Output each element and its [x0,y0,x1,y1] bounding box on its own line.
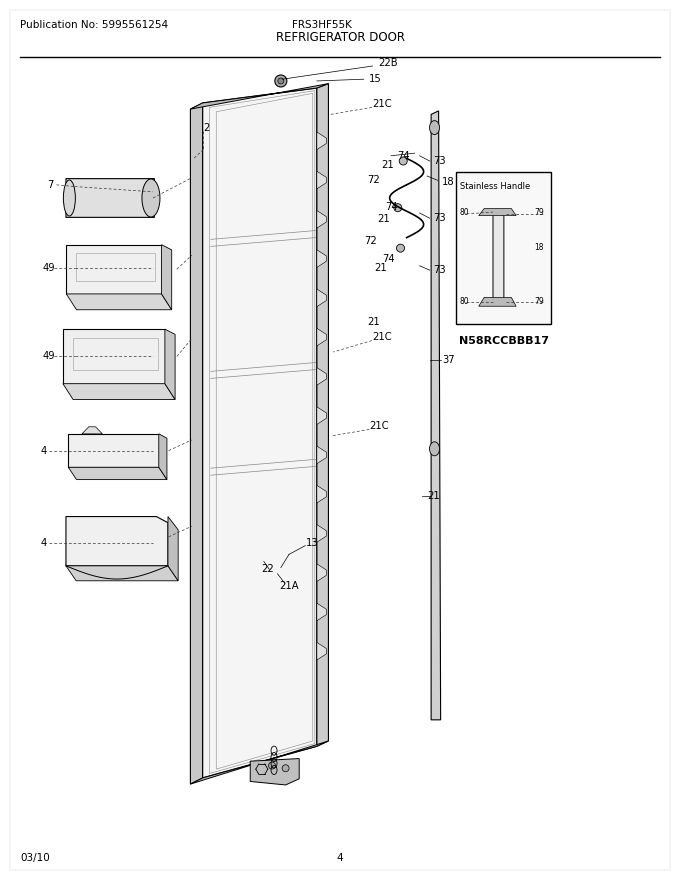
Circle shape [394,203,402,212]
Circle shape [282,765,289,772]
Text: 21: 21 [377,214,390,224]
Text: 21: 21 [427,491,440,502]
Text: 21A: 21A [279,581,299,591]
Polygon shape [66,566,178,581]
Text: 80: 80 [460,297,469,306]
FancyBboxPatch shape [456,172,551,324]
Polygon shape [317,84,328,746]
Text: 15: 15 [369,74,382,84]
FancyBboxPatch shape [66,179,154,217]
Text: 73: 73 [433,156,446,166]
Polygon shape [479,209,516,216]
Polygon shape [165,329,175,400]
Polygon shape [317,132,326,150]
Text: 74: 74 [386,202,398,212]
Polygon shape [63,384,175,400]
Text: 2: 2 [203,122,209,133]
Text: 74: 74 [382,253,395,264]
Polygon shape [317,210,326,228]
Text: 18: 18 [534,243,544,253]
Text: 21: 21 [367,317,380,327]
Circle shape [278,78,284,84]
Text: 21: 21 [375,263,388,274]
Polygon shape [317,172,326,189]
Text: 22B: 22B [378,58,398,69]
Text: 73: 73 [433,265,446,275]
Text: 21C: 21C [372,99,392,109]
Polygon shape [317,603,326,620]
Polygon shape [317,250,326,268]
Ellipse shape [430,442,439,456]
Text: 4: 4 [41,445,47,456]
Ellipse shape [142,179,160,217]
Polygon shape [63,329,165,384]
Polygon shape [317,328,326,346]
Polygon shape [317,642,326,660]
Text: 74: 74 [397,150,410,161]
Polygon shape [317,564,326,582]
Text: 21C: 21C [369,421,389,431]
Polygon shape [162,245,171,310]
Polygon shape [317,289,326,306]
Polygon shape [66,245,162,294]
Circle shape [396,244,405,253]
Text: 13: 13 [306,538,319,548]
Polygon shape [479,297,516,306]
Text: 49: 49 [43,351,56,362]
Text: 7: 7 [48,180,54,190]
Text: REFRIGERATOR DOOR: REFRIGERATOR DOOR [275,32,405,44]
Circle shape [275,75,287,87]
Polygon shape [317,486,326,503]
Polygon shape [66,294,171,310]
Text: 72: 72 [367,174,380,185]
Text: 73: 73 [433,213,446,224]
Polygon shape [68,434,158,467]
Text: 4: 4 [337,853,343,863]
Text: 18: 18 [442,177,455,187]
Text: Publication No: 5995561254: Publication No: 5995561254 [20,19,169,30]
Polygon shape [431,111,441,720]
Polygon shape [250,759,299,785]
Polygon shape [317,524,326,542]
Text: 22: 22 [261,564,274,575]
Polygon shape [68,467,167,480]
FancyBboxPatch shape [493,214,504,304]
Text: Stainless Handle: Stainless Handle [460,182,530,191]
Ellipse shape [63,180,75,216]
Polygon shape [317,368,326,385]
Polygon shape [317,407,326,424]
Polygon shape [203,88,317,778]
Polygon shape [82,427,102,434]
Text: 49: 49 [43,263,56,274]
Text: 79: 79 [534,297,544,306]
Text: 80: 80 [460,208,469,216]
Polygon shape [168,517,178,581]
Text: 37: 37 [442,355,455,365]
Polygon shape [66,517,168,566]
Text: 21: 21 [381,160,394,171]
Ellipse shape [430,121,439,135]
Polygon shape [190,103,203,784]
Text: 4: 4 [41,538,47,548]
Polygon shape [158,434,167,480]
Circle shape [269,762,275,769]
Polygon shape [190,84,328,109]
Text: FRS3HF55K: FRS3HF55K [292,19,352,30]
Polygon shape [317,446,326,464]
Text: 03/10: 03/10 [20,853,50,863]
Circle shape [399,157,407,165]
Text: N58RCCBBB17: N58RCCBBB17 [459,336,549,347]
Polygon shape [190,741,328,784]
Text: 21C: 21C [372,332,392,342]
Text: 72: 72 [364,236,377,246]
Text: 79: 79 [534,208,544,216]
